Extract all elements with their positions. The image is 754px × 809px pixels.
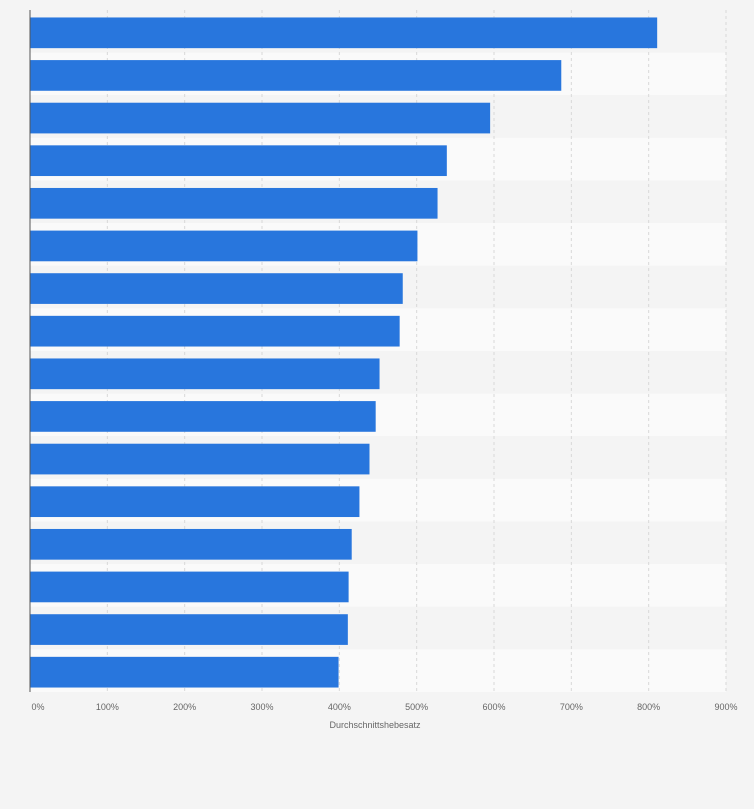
bar[interactable]: [30, 443, 370, 475]
x-tick-label: 500%: [405, 702, 428, 712]
bar[interactable]: [30, 486, 360, 518]
bars: [30, 17, 658, 688]
x-tick-label: 700%: [560, 702, 583, 712]
x-tick-label: 0%: [31, 702, 44, 712]
x-tick-label: 300%: [250, 702, 273, 712]
bar[interactable]: [30, 273, 403, 304]
bar[interactable]: [30, 571, 349, 603]
bar[interactable]: [30, 358, 380, 390]
x-tick-label: 900%: [714, 702, 737, 712]
bar[interactable]: [30, 60, 562, 91]
x-axis-ticks: 0% 100% 200% 300% 400% 500% 600% 700% 800% 900%: [31, 702, 737, 712]
bar[interactable]: [30, 102, 491, 134]
x-tick-label: 600%: [482, 702, 505, 712]
bar[interactable]: [30, 656, 339, 688]
bar[interactable]: [30, 401, 376, 432]
bar[interactable]: [30, 315, 400, 347]
x-axis-label: Durchschnittshebesatz: [329, 720, 421, 730]
bar[interactable]: [30, 528, 352, 560]
x-tick-label: 200%: [173, 702, 196, 712]
bar[interactable]: [30, 230, 418, 262]
bar[interactable]: [30, 17, 658, 49]
bar[interactable]: [30, 145, 447, 177]
bar[interactable]: [30, 187, 438, 219]
bar[interactable]: [30, 614, 348, 645]
x-tick-label: 100%: [96, 702, 119, 712]
x-tick-label: 800%: [637, 702, 660, 712]
x-tick-label: 400%: [328, 702, 351, 712]
